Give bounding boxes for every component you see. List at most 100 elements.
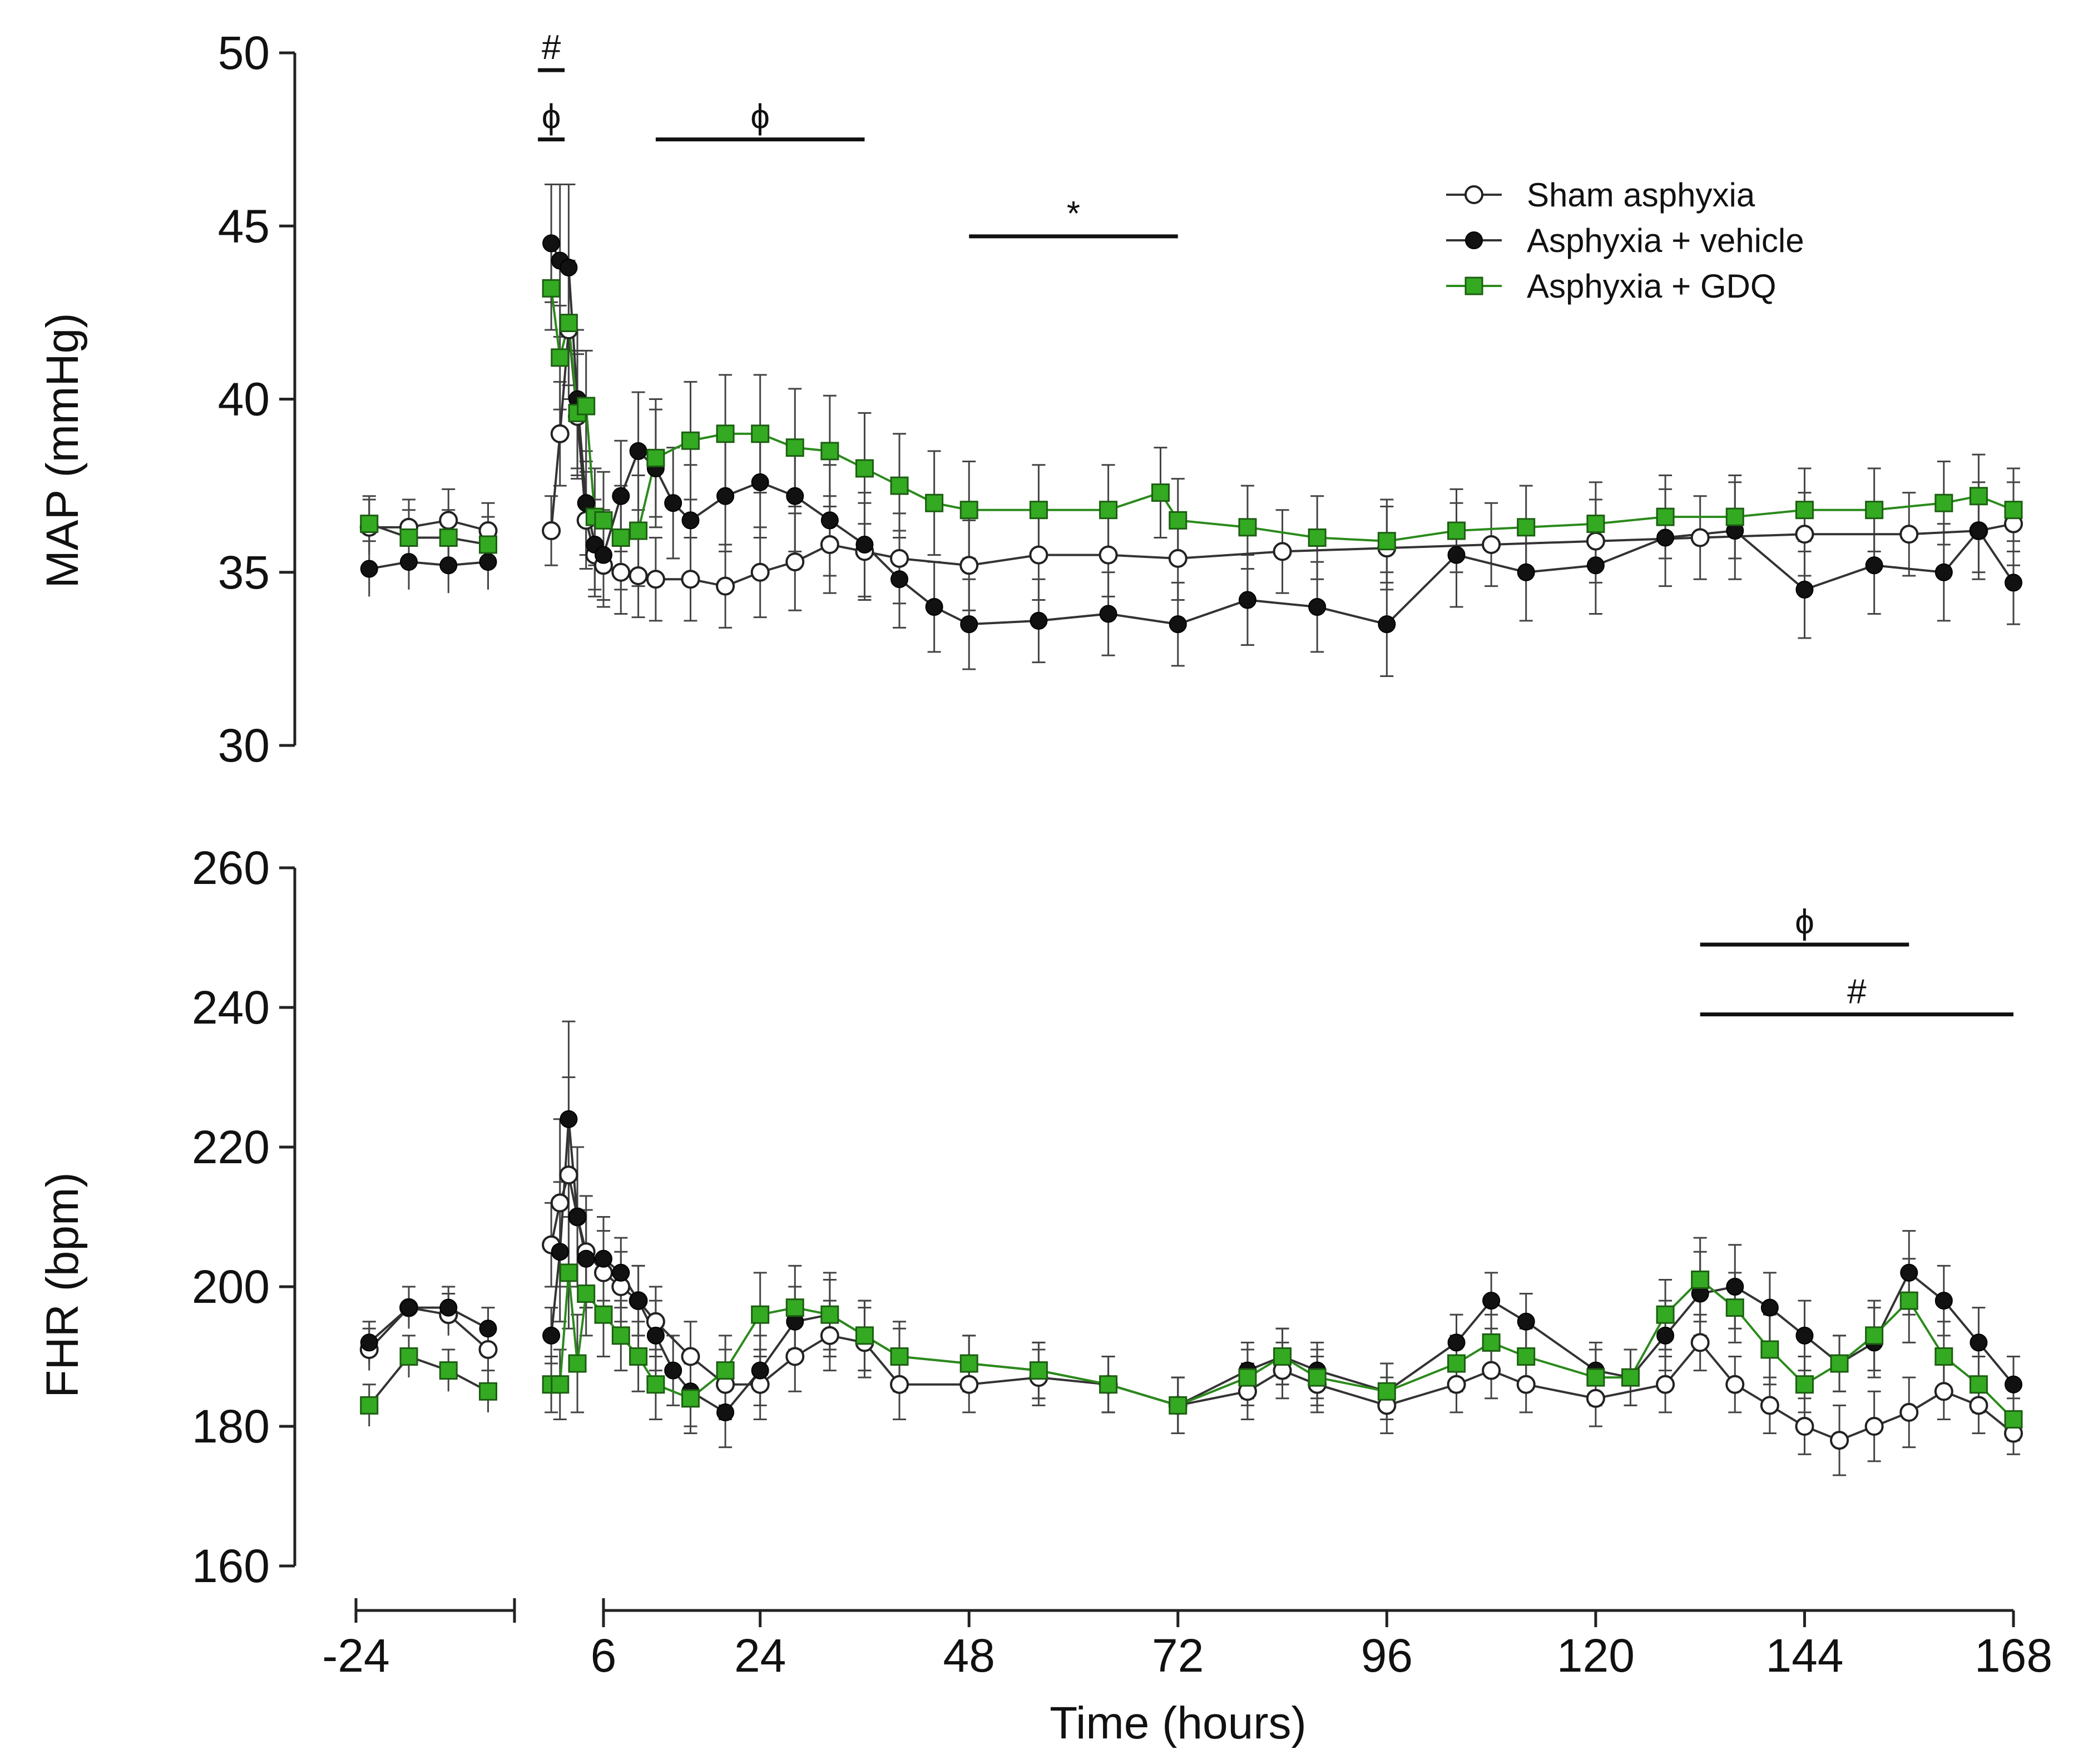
point-map-asphyxia-vehicle-35 [2005, 574, 2022, 592]
legend-marker-sham-asphyxia [1464, 185, 1483, 204]
point-fhr-sham-asphyxia-31 [1760, 1396, 1779, 1415]
point-map-asphyxia-vehicle-27 [1517, 563, 1535, 581]
point-fhr-asphyxia-gdq-23 [1377, 1382, 1396, 1401]
point-map-sham-asphyxia-25 [1690, 528, 1710, 547]
point-map-sham-asphyxia-14 [820, 535, 839, 554]
point-map-asphyxia-gdq-17 [925, 493, 944, 512]
point-map-asphyxia-gdq-33 [1934, 493, 1953, 512]
point-fhr-sham-asphyxia-b3 [478, 1340, 498, 1359]
point-fhr-asphyxia-gdq-28 [1621, 1368, 1640, 1387]
point-map-asphyxia-gdq-24 [1308, 528, 1327, 547]
map-significance-label-1: ϕ [542, 98, 561, 136]
point-map-asphyxia-vehicle-18 [925, 598, 943, 616]
point-map-asphyxia-gdq-2 [559, 314, 578, 333]
map-significance-label-3: * [1067, 195, 1080, 233]
point-map-asphyxia-vehicle-11 [681, 511, 700, 530]
x-tick-label--24: -24 [322, 1629, 389, 1682]
point-map-asphyxia-vehicle-20 [1030, 611, 1048, 630]
point-map-asphyxia-gdq-19 [1029, 501, 1048, 520]
point-fhr-sham-asphyxia-32 [1795, 1417, 1814, 1436]
fhr-y-tick-label-160: 160 [192, 1540, 270, 1592]
point-fhr-asphyxia-gdq-17 [1029, 1361, 1048, 1380]
point-map-sham-asphyxia-27 [1899, 525, 1919, 544]
point-map-asphyxia-vehicle-26 [1447, 546, 1466, 564]
point-fhr-asphyxia-vehicle-34 [1795, 1326, 1814, 1345]
point-fhr-sham-asphyxia-26 [1516, 1375, 1536, 1394]
map-data-points [359, 234, 2023, 634]
point-map-asphyxia-vehicle-6 [595, 546, 612, 564]
point-legend-asphyxia-vehicle-m [1465, 231, 1483, 249]
point-map-asphyxia-vehicle-22 [1169, 615, 1187, 634]
point-map-asphyxia-gdq-11 [716, 424, 735, 443]
point-fhr-sham-asphyxia-12 [785, 1347, 805, 1366]
point-fhr-asphyxia-vehicle-12 [751, 1361, 769, 1380]
point-fhr-asphyxia-gdq-36 [1899, 1291, 1918, 1310]
point-map-asphyxia-vehicle-16 [855, 535, 874, 554]
point-map-sham-asphyxia-24 [1586, 531, 1605, 551]
point-map-asphyxia-vehicle-2 [560, 258, 578, 276]
point-fhr-asphyxia-vehicle-11 [716, 1403, 735, 1421]
point-map-asphyxia-gdq-10 [681, 431, 700, 450]
point-map-asphyxia-vehicle-25 [1378, 615, 1396, 634]
point-map-sham-asphyxia-12 [750, 562, 770, 582]
map-baseline-line-asphyxia-vehicle [369, 561, 488, 570]
point-fhr-asphyxia-gdq-29 [1656, 1305, 1675, 1324]
map-y-tick-label-45: 45 [218, 200, 270, 252]
fhr-axes: 160 180 200 220 240 260 [192, 842, 296, 1592]
x-tick-label-144: 144 [1765, 1629, 1843, 1682]
point-map-sham-asphyxia-20 [1168, 549, 1188, 568]
point-fhr-asphyxia-vehicle-38 [1934, 1292, 1953, 1310]
point-map-sham-asphyxia-0 [542, 521, 561, 541]
point-fhr-sham-asphyxia-9 [681, 1347, 700, 1366]
point-fhr-asphyxia-gdq-1 [551, 1375, 570, 1394]
point-map-asphyxia-gdq-15 [855, 459, 874, 478]
point-fhr-asphyxia-vehicle-40 [2005, 1375, 2022, 1394]
point-fhr-asphyxia-gdq-13 [820, 1305, 839, 1324]
map-panel: MAP (mmHg) 30 35 40 45 50 # ϕ ϕ * Sham asphyxia… [37, 27, 2023, 772]
point-map-sham-asphyxia-1 [550, 424, 570, 443]
point-map-asphyxia-gdq-13 [785, 438, 804, 457]
point-map-sham-asphyxia-19 [1099, 545, 1118, 565]
point-map-asphyxia-gdq-31 [1795, 501, 1814, 520]
legend-entry-sham-asphyxia: Sham asphyxia [1527, 176, 1755, 214]
point-fhr-asphyxia-gdq-b0 [360, 1396, 379, 1415]
point-map-asphyxia-gdq-b2 [439, 528, 458, 547]
point-map-asphyxia-gdq-0 [542, 279, 561, 298]
point-map-sham-asphyxia-18 [1029, 545, 1048, 565]
point-fhr-sham-asphyxia-16 [959, 1375, 979, 1394]
x-tick-label-96: 96 [1361, 1629, 1413, 1682]
point-fhr-sham-asphyxia-27 [1586, 1389, 1605, 1408]
fhr-y-tick-label-260: 260 [192, 842, 270, 894]
x-tick-label-72: 72 [1152, 1629, 1204, 1682]
point-fhr-asphyxia-vehicle-b1 [400, 1298, 418, 1317]
point-map-asphyxia-vehicle-24 [1308, 598, 1327, 616]
point-map-asphyxia-vehicle-0 [542, 234, 561, 253]
point-fhr-asphyxia-vehicle-b3 [479, 1320, 497, 1338]
point-fhr-asphyxia-vehicle-37 [1900, 1263, 1918, 1282]
point-fhr-sham-asphyxia-30 [1725, 1375, 1745, 1394]
point-fhr-asphyxia-gdq-5 [594, 1305, 613, 1324]
point-legend-sham-asphyxia-m [1464, 185, 1483, 204]
legend-entry-asphyxia-vehicle: Asphyxia + vehicle [1527, 222, 1804, 259]
point-map-asphyxia-vehicle-b3 [479, 553, 497, 571]
point-fhr-asphyxia-gdq-9 [681, 1389, 700, 1408]
point-fhr-asphyxia-vehicle-39 [1970, 1333, 1988, 1352]
point-fhr-asphyxia-gdq-31 [1725, 1298, 1744, 1317]
point-fhr-asphyxia-gdq-27 [1586, 1368, 1605, 1387]
point-fhr-asphyxia-gdq-7 [629, 1347, 648, 1366]
point-fhr-asphyxia-vehicle-30 [1656, 1326, 1675, 1345]
point-map-sham-asphyxia-21 [1273, 542, 1292, 561]
point-fhr-asphyxia-gdq-2 [559, 1263, 578, 1282]
point-map-sham-asphyxia-b2 [439, 511, 458, 530]
legend-entry-asphyxia-gdq: Asphyxia + GDQ [1527, 268, 1777, 305]
point-map-asphyxia-gdq-25 [1377, 532, 1396, 551]
fhr-y-tick-label-200: 200 [192, 1261, 270, 1313]
point-fhr-asphyxia-vehicle-0 [542, 1326, 561, 1345]
fhr-baseline-line-sham-asphyxia [368, 1306, 489, 1351]
point-map-asphyxia-gdq-8 [629, 521, 648, 540]
point-fhr-asphyxia-vehicle-8 [646, 1326, 665, 1345]
point-map-asphyxia-vehicle-23 [1238, 591, 1256, 609]
point-map-asphyxia-gdq-9 [646, 448, 665, 467]
point-map-asphyxia-gdq-16 [890, 476, 909, 495]
